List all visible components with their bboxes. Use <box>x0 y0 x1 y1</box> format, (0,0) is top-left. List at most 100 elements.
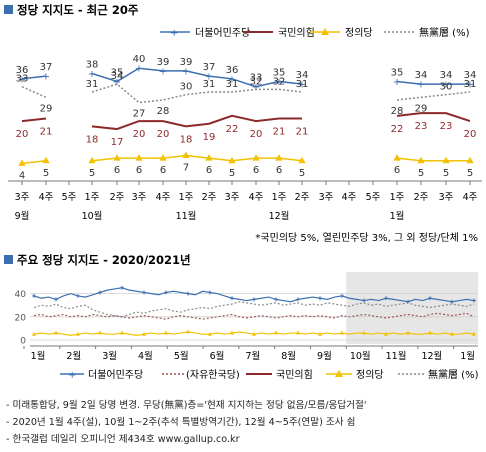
x-week-label: 2주 <box>110 192 125 203</box>
legend1-marker-plus: + <box>170 28 178 39</box>
point-marker: + <box>18 74 26 85</box>
value-label: 23 <box>440 121 453 132</box>
point-marker: + <box>298 80 306 91</box>
point-marker: + <box>275 77 283 88</box>
point-marker <box>120 330 124 335</box>
point-marker: + <box>182 66 190 77</box>
chart1-x-axis: 3주 4주 5주 1주 2주 3주 4주 1주 2주 3주 4주 1주 2주 3주 4주 5주 1주 2주 3주 4주… <box>8 180 482 222</box>
point-marker <box>428 330 432 335</box>
legend1-label-1: 국민의힘 <box>278 27 315 39</box>
value-label: 20 <box>133 129 146 140</box>
point-marker <box>466 156 474 164</box>
value-label: 4 <box>19 170 25 181</box>
point-marker <box>384 331 388 336</box>
value-label: 35 <box>391 67 404 78</box>
x-week-label: 3주 <box>132 192 147 203</box>
value-label: 39 <box>157 57 170 68</box>
value-label: 31 <box>296 79 309 90</box>
point-marker <box>298 156 306 164</box>
value-label: 34 <box>415 70 428 81</box>
value-label: 20 <box>157 129 170 140</box>
value-label: 20 <box>16 129 29 140</box>
x-month-label: 12월 <box>269 210 290 222</box>
point-marker <box>54 330 58 335</box>
x-month-label: 10월 <box>82 210 103 222</box>
value-label: 35 <box>273 67 286 78</box>
point-marker: + <box>113 77 121 88</box>
x-month-label: 3월 <box>102 350 117 362</box>
value-label: 31 <box>203 79 216 90</box>
chart2-highlight-region <box>346 272 478 344</box>
point-marker: + <box>42 72 50 83</box>
point-marker <box>230 330 234 335</box>
series-line-0 <box>21 75 47 80</box>
point-marker <box>182 151 190 158</box>
series-line-2 <box>21 160 47 165</box>
legend1-label-0: 더불어민주당 <box>195 27 250 39</box>
x-week-label: 1주 <box>272 192 287 203</box>
legend2-label-1: (자유한국당) <box>186 369 240 381</box>
x-week-label: 5주 <box>366 192 381 203</box>
point-marker: + <box>466 80 474 91</box>
x-month-label: 2월 <box>66 350 81 362</box>
x-month-label: 5월 <box>174 350 189 362</box>
value-label: 22 <box>391 124 404 135</box>
x-week-label: 3주 <box>225 192 240 203</box>
value-label: 5 <box>89 168 95 179</box>
x-week-label: 2주 <box>295 192 310 203</box>
legend2-label-3: 정의당 <box>356 369 384 381</box>
point-marker <box>450 331 454 336</box>
point-marker <box>417 156 425 164</box>
x-week-label: 4주 <box>249 192 264 203</box>
point-marker <box>252 154 260 161</box>
point-marker <box>98 330 102 335</box>
value-label: 33 <box>16 74 29 85</box>
value-label: 20 <box>464 129 477 140</box>
series-line-0 <box>396 80 470 85</box>
value-label: 38 <box>86 60 99 71</box>
value-label: 32 <box>273 76 286 87</box>
value-label: 6 <box>136 165 142 176</box>
point-marker <box>275 154 283 161</box>
legend2-marker-plus: + <box>68 370 76 381</box>
series-line-1 <box>91 114 302 131</box>
title-marker-2 <box>4 255 13 264</box>
value-label: 7 <box>183 162 189 173</box>
value-label: 39 <box>180 57 193 68</box>
x-month-label: 10월 <box>350 350 371 362</box>
point-marker: + <box>442 80 450 91</box>
value-label: 34 <box>440 70 453 81</box>
series-line-3 <box>396 91 471 101</box>
point-marker <box>88 156 96 164</box>
series-line-1 <box>21 117 47 123</box>
x-week-label: 2주 <box>414 192 429 203</box>
value-label: 30 <box>440 82 453 93</box>
chart2-title: 주요 정당 지지도 - 2020/2021년 <box>17 253 191 267</box>
point-marker <box>318 331 322 336</box>
value-label: 5 <box>467 168 473 179</box>
value-label: 29 <box>40 103 53 114</box>
point-marker <box>32 331 36 336</box>
x-week-label: 5주 <box>62 192 77 203</box>
x-week-label: 4주 <box>463 192 478 203</box>
chart-2020-2021: 주요 정당 지지도 - 2020/2021년 0 20 40 1월 2월 3월 4월 5월 6… <box>4 253 479 381</box>
legend2-label-4: 無黨層 (%) <box>428 368 479 381</box>
series-line-2 <box>396 157 470 162</box>
x-week-label: 2주 <box>202 192 217 203</box>
x-week-label: 4주 <box>39 192 54 203</box>
chart2-x-axis: 1월 2월 3월 4월 5월 6월 7월 8월 9월 10월 11월 12월 1월 <box>23 345 478 362</box>
point-marker <box>42 156 50 164</box>
value-label: 20 <box>250 129 263 140</box>
value-label: 31 <box>464 79 477 90</box>
chart1-legend: + 더불어민주당 국민의힘 정의당 無黨層 (%) <box>160 26 470 39</box>
value-label: 37 <box>40 62 53 73</box>
value-label: 18 <box>86 134 99 145</box>
x-week-label: 4주 <box>342 192 357 203</box>
value-label: 31 <box>226 79 239 90</box>
point-marker <box>18 159 26 166</box>
series-line-3 <box>21 86 47 98</box>
footnote-line: - 2020년 1월 4주(설), 10월 1~2주(추석 특별방역기간), 1… <box>6 417 356 428</box>
value-label: 21 <box>296 126 309 137</box>
footnotes: - 미래통합당, 9월 2일 당명 변경. 무당(無黨)층='현재 지지하는 정… <box>6 397 482 448</box>
